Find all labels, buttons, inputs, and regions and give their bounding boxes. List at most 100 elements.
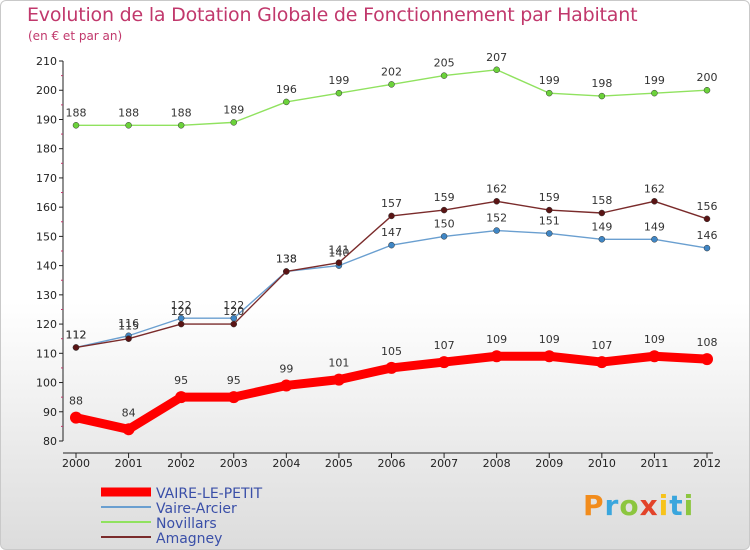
x-tick-label: 2004 [272, 457, 300, 470]
legend-label-novillars: Novillars [156, 516, 217, 532]
y-tick-label: 180 [36, 143, 57, 156]
x-tick-label: 2005 [325, 457, 353, 470]
data-label-vaire-arcier: 152 [486, 212, 507, 225]
data-point-amagney [546, 206, 553, 214]
data-label-vaire-le-petit: 95 [174, 374, 188, 387]
data-label-amagney: 159 [434, 191, 455, 204]
y-tick-label: 140 [36, 260, 57, 273]
data-point-vaire-arcier [388, 241, 395, 249]
x-tick-label: 2003 [220, 457, 248, 470]
data-point-amagney [335, 259, 343, 266]
data-label-vaire-arcier: 116 [118, 317, 139, 330]
data-label-vaire-arcier: 149 [644, 220, 665, 233]
y-tick-label: 100 [36, 377, 57, 390]
data-point-amagney [651, 198, 658, 205]
data-point-novillars [440, 72, 448, 79]
data-point-vaire-arcier [703, 244, 711, 252]
logo-letter: P [583, 489, 605, 522]
data-label-vaire-arcier: 122 [223, 299, 244, 312]
data-point-amagney [283, 268, 290, 275]
logo-letter: i [658, 489, 670, 522]
data-point-vaire-le-petit [332, 373, 345, 386]
data-label-vaire-le-petit: 105 [381, 345, 402, 358]
data-point-vaire-le-petit [701, 353, 713, 366]
x-tick-label: 2002 [167, 457, 195, 470]
data-label-novillars: 188 [118, 106, 139, 119]
data-label-vaire-arcier: 140 [328, 247, 349, 260]
data-label-vaire-le-petit: 109 [486, 333, 507, 346]
data-label-novillars: 188 [66, 106, 87, 119]
data-label-amagney: 162 [644, 182, 665, 195]
data-label-amagney: 157 [381, 197, 402, 210]
data-point-vaire-le-petit [490, 350, 503, 363]
y-tick-label: 200 [36, 84, 57, 97]
data-label-vaire-le-petit: 107 [434, 339, 455, 352]
data-label-vaire-le-petit: 107 [591, 339, 612, 352]
data-point-vaire-le-petit [70, 411, 82, 424]
data-point-vaire-le-petit [648, 350, 661, 363]
data-point-amagney [177, 320, 185, 328]
data-point-vaire-le-petit [543, 350, 556, 363]
data-point-vaire-le-petit [385, 361, 398, 374]
data-label-vaire-arcier: 138 [276, 252, 297, 265]
y-tick-label: 110 [36, 347, 57, 360]
data-label-vaire-le-petit: 88 [69, 395, 83, 408]
data-label-amagney: 162 [486, 182, 507, 195]
data-label-amagney: 158 [591, 194, 612, 207]
data-label-novillars: 199 [539, 74, 560, 87]
data-point-vaire-arcier [598, 236, 606, 243]
data-label-amagney: 115 [118, 320, 139, 333]
data-label-novillars: 207 [486, 51, 507, 64]
data-label-novillars: 198 [591, 77, 612, 90]
data-point-novillars [283, 98, 290, 106]
y-tick-label: 190 [36, 113, 57, 126]
data-point-amagney [440, 206, 448, 214]
data-point-novillars [546, 89, 553, 97]
chart-title: Evolution de la Dotation Globale de Fonc… [27, 4, 638, 26]
data-point-novillars [125, 122, 132, 129]
data-point-amagney [72, 344, 80, 351]
legend-label-vaire-arcier: Vaire-Arcier [156, 501, 237, 517]
data-label-vaire-arcier: 112 [66, 328, 87, 341]
data-label-amagney: 159 [539, 191, 560, 204]
x-tick-label: 2008 [483, 457, 511, 470]
data-point-novillars [703, 86, 711, 94]
x-tick-label: 2011 [640, 457, 668, 470]
data-label-vaire-le-petit: 109 [539, 333, 560, 346]
logo-letter: r [604, 489, 620, 522]
x-tick-label: 2012 [693, 457, 721, 470]
y-tick-label: 80 [43, 435, 57, 448]
data-label-amagney: 120 [171, 305, 192, 318]
data-label-amagney: 138 [276, 252, 297, 265]
data-point-vaire-le-petit [122, 423, 135, 436]
data-point-vaire-le-petit [175, 391, 188, 404]
x-tick-label: 2001 [115, 457, 143, 470]
y-tick-label: 210 [36, 55, 57, 68]
data-point-vaire-le-petit [595, 356, 608, 369]
logo-letter: x [639, 489, 659, 522]
data-point-vaire-le-petit [280, 379, 293, 392]
data-label-novillars: 196 [276, 83, 297, 96]
data-label-amagney: 112 [66, 328, 87, 341]
data-label-novillars: 202 [381, 65, 402, 78]
data-point-novillars [72, 122, 80, 129]
y-tick-label: 130 [36, 289, 57, 302]
data-label-amagney: 141 [328, 244, 349, 257]
data-point-novillars [598, 92, 606, 100]
data-point-amagney [598, 209, 606, 217]
data-point-vaire-arcier [546, 230, 553, 237]
data-label-vaire-le-petit: 109 [644, 333, 665, 346]
data-label-novillars: 188 [171, 106, 192, 119]
data-label-novillars: 200 [697, 71, 718, 84]
y-tick-label: 150 [36, 230, 57, 243]
x-tick-label: 2000 [62, 457, 90, 470]
data-label-vaire-le-petit: 99 [279, 362, 293, 375]
data-point-novillars [493, 66, 500, 74]
legend-label-vaire-le-petit: VAIRE-LE-PETIT [156, 486, 263, 502]
data-label-amagney: 120 [223, 305, 244, 318]
data-point-amagney [388, 212, 395, 220]
data-point-novillars [388, 81, 395, 88]
logo-letter: t [669, 489, 684, 522]
data-point-novillars [651, 89, 658, 97]
